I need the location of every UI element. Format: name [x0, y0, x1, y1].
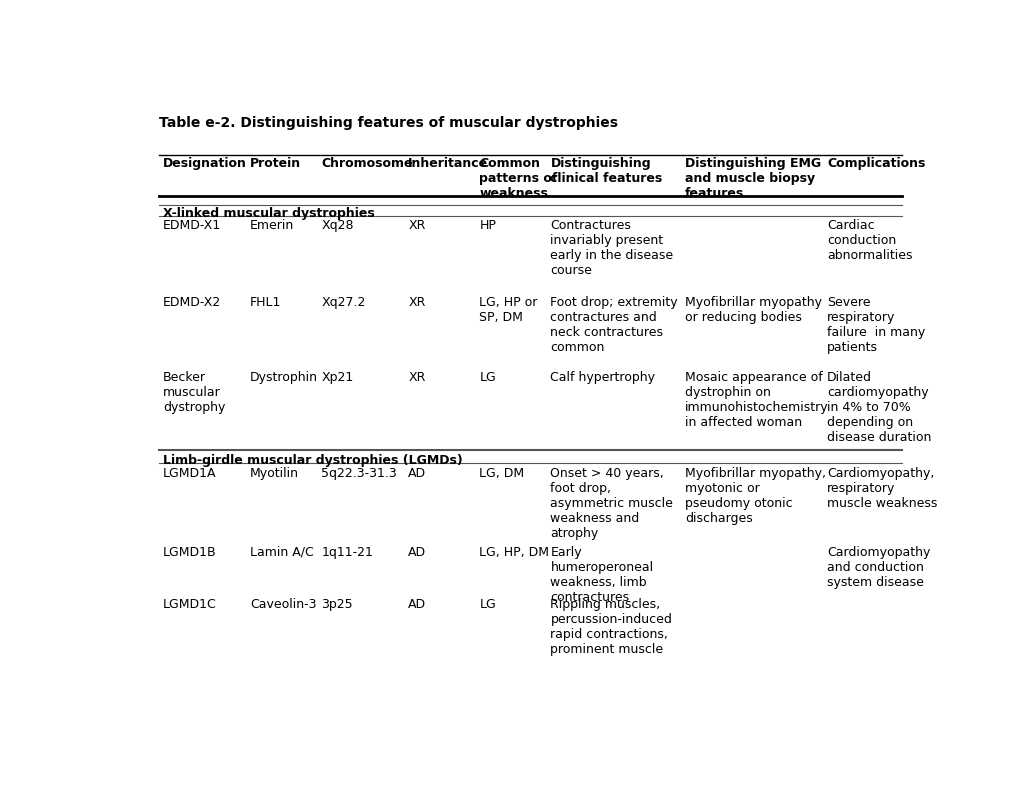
- Text: Chromosome: Chromosome: [321, 157, 413, 170]
- Text: Xq27.2: Xq27.2: [321, 296, 365, 309]
- Text: Distinguishing
clinical features: Distinguishing clinical features: [550, 157, 662, 185]
- Text: 5q22.3-31.3: 5q22.3-31.3: [321, 467, 396, 480]
- Text: LG, HP or
SP, DM: LG, HP or SP, DM: [479, 296, 537, 324]
- Text: FHL1: FHL1: [250, 296, 281, 309]
- Text: Xq28: Xq28: [321, 219, 354, 232]
- Text: Myotilin: Myotilin: [250, 467, 299, 480]
- Text: LGMD1A: LGMD1A: [163, 467, 216, 480]
- Text: HP: HP: [479, 219, 495, 232]
- Text: Rippling muscles,
percussion-induced
rapid contractions,
prominent muscle: Rippling muscles, percussion-induced rap…: [550, 598, 672, 656]
- Text: LG, HP, DM: LG, HP, DM: [479, 546, 549, 559]
- Text: Contractures
invariably present
early in the disease
course: Contractures invariably present early in…: [550, 219, 673, 277]
- Text: Myofibrillar myopathy
or reducing bodies: Myofibrillar myopathy or reducing bodies: [684, 296, 821, 324]
- Text: Calf hypertrophy: Calf hypertrophy: [550, 370, 655, 384]
- Text: Myofibrillar myopathy,
myotonic or
pseudomy otonic
discharges: Myofibrillar myopathy, myotonic or pseud…: [684, 467, 825, 525]
- Text: Protein: Protein: [250, 157, 301, 170]
- Text: Caveolin-3: Caveolin-3: [250, 598, 316, 611]
- Text: Limb-girdle muscular dystrophies (LGMDs): Limb-girdle muscular dystrophies (LGMDs): [163, 454, 463, 466]
- Text: Becker
muscular
dystrophy: Becker muscular dystrophy: [163, 370, 225, 414]
- Text: Table e-2. Distinguishing features of muscular dystrophies: Table e-2. Distinguishing features of mu…: [159, 116, 618, 130]
- Text: Distinguishing EMG
and muscle biopsy
features: Distinguishing EMG and muscle biopsy fea…: [684, 157, 820, 200]
- Text: Onset > 40 years,
foot drop,
asymmetric muscle
weakness and
atrophy: Onset > 40 years, foot drop, asymmetric …: [550, 467, 673, 540]
- Text: Cardiomyopathy,
respiratory
muscle weakness: Cardiomyopathy, respiratory muscle weakn…: [826, 467, 936, 510]
- Text: XR: XR: [408, 296, 425, 309]
- Text: AD: AD: [408, 467, 426, 480]
- Text: Cardiomyopathy
and conduction
system disease: Cardiomyopathy and conduction system dis…: [826, 546, 929, 589]
- Text: AD: AD: [408, 546, 426, 559]
- Text: 3p25: 3p25: [321, 598, 353, 611]
- Text: Common
patterns of
weakness: Common patterns of weakness: [479, 157, 557, 200]
- Text: Lamin A/C: Lamin A/C: [250, 546, 314, 559]
- Text: Severe
respiratory
failure  in many
patients: Severe respiratory failure in many patie…: [826, 296, 924, 354]
- Text: Inheritance: Inheritance: [408, 157, 488, 170]
- Text: EDMD-X1: EDMD-X1: [163, 219, 221, 232]
- Text: Emerin: Emerin: [250, 219, 294, 232]
- Text: Complications: Complications: [826, 157, 924, 170]
- Text: EDMD-X2: EDMD-X2: [163, 296, 221, 309]
- Text: LG: LG: [479, 370, 495, 384]
- Text: LG: LG: [479, 598, 495, 611]
- Text: Foot drop; extremity
contractures and
neck contractures
common: Foot drop; extremity contractures and ne…: [550, 296, 678, 354]
- Text: LGMD1B: LGMD1B: [163, 546, 216, 559]
- Text: Dilated
cardiomyopathy
in 4% to 70%
depending on
disease duration: Dilated cardiomyopathy in 4% to 70% depe…: [826, 370, 930, 444]
- Text: Xp21: Xp21: [321, 370, 353, 384]
- Text: Mosaic appearance of
dystrophin on
immunohistochemistry
in affected woman: Mosaic appearance of dystrophin on immun…: [684, 370, 827, 429]
- Text: Designation: Designation: [163, 157, 247, 170]
- Text: XR: XR: [408, 219, 425, 232]
- Text: LGMD1C: LGMD1C: [163, 598, 217, 611]
- Text: LG, DM: LG, DM: [479, 467, 524, 480]
- Text: Cardiac
conduction
abnormalities: Cardiac conduction abnormalities: [826, 219, 912, 262]
- Text: Dystrophin: Dystrophin: [250, 370, 318, 384]
- Text: XR: XR: [408, 370, 425, 384]
- Text: 1q11-21: 1q11-21: [321, 546, 373, 559]
- Text: Early
humeroperoneal
weakness, limb
contractures: Early humeroperoneal weakness, limb cont…: [550, 546, 653, 604]
- Text: X-linked muscular dystrophies: X-linked muscular dystrophies: [163, 207, 374, 221]
- Text: AD: AD: [408, 598, 426, 611]
